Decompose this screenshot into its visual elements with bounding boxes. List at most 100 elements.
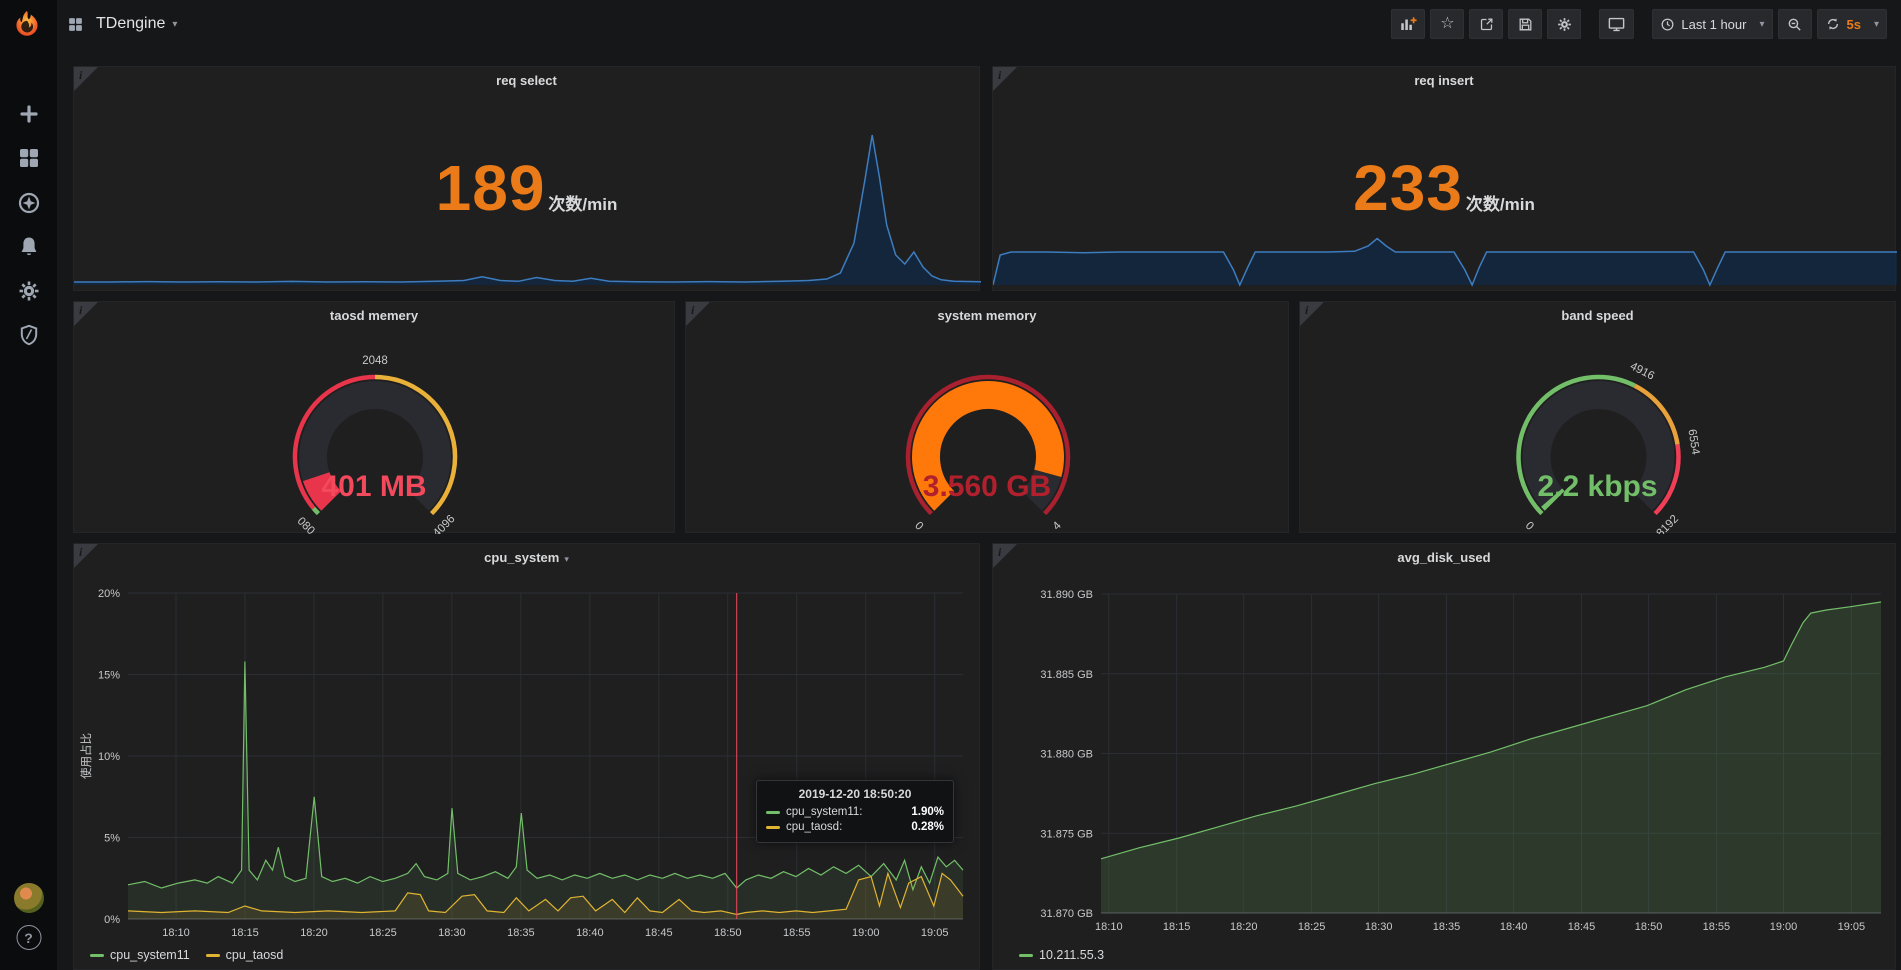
panel-title[interactable]: cpu_system ▾ — [484, 550, 569, 565]
graph-tooltip: 2019-12-20 18:50:20 cpu_system11: 1.90% … — [756, 780, 954, 843]
panel-info-icon[interactable]: i — [74, 67, 98, 91]
x-tick-label: 18:40 — [1500, 921, 1528, 933]
sidebar-admin-icon[interactable] — [17, 323, 41, 347]
save-dashboard-button[interactable] — [1508, 9, 1543, 39]
x-tick-label: 18:50 — [1635, 921, 1663, 933]
gauge-threshold-arc — [1633, 383, 1680, 445]
panel-req-select: i req select 189 次数/min — [73, 66, 981, 291]
panel-title[interactable]: avg_disk_used — [1397, 550, 1491, 565]
refresh-picker[interactable]: 5s ▾ — [1816, 9, 1887, 39]
y-tick-label: 31.890 GB — [1040, 589, 1093, 601]
series-line — [127, 661, 964, 892]
y-tick-label: 31.875 GB — [1040, 828, 1093, 840]
y-tick-label: 15% — [98, 670, 120, 682]
series-line — [127, 871, 964, 916]
panel-req-insert: i req insert 233 次数/min — [992, 66, 1897, 291]
panel-title[interactable]: taosd memery — [329, 308, 419, 323]
y-tick-label: 0% — [104, 914, 120, 926]
y-axis-label: 使用占比 — [79, 733, 93, 779]
x-tick-label: 18:35 — [507, 927, 535, 939]
x-tick-label: 18:10 — [162, 927, 190, 939]
star-dashboard-button[interactable]: ☆ — [1430, 9, 1465, 39]
gauge-tick-label: 0 — [912, 520, 925, 533]
user-avatar[interactable] — [13, 883, 44, 913]
panel-title[interactable]: req select — [496, 73, 557, 88]
graph-legend: cpu_system11 cpu_taosd — [90, 948, 283, 962]
panel-menu-caret-icon: ▾ — [564, 554, 569, 564]
x-tick-label: 18:45 — [1568, 921, 1596, 933]
gauge-tick-label: 4 — [1051, 519, 1064, 532]
legend-item[interactable]: cpu_taosd — [205, 948, 283, 962]
share-dashboard-button[interactable] — [1469, 9, 1504, 39]
gauge-threshold-arc — [1516, 374, 1636, 516]
spark-line — [993, 237, 1897, 287]
band-speed-gauge: 0 4916 6554 8192 — [1516, 360, 1701, 534]
tooltip-timestamp: 2019-12-20 18:50:20 — [798, 787, 912, 801]
gauge-value-arc — [302, 471, 342, 511]
avg-disk-used-chart[interactable]: 31.870 GB 31.875 GB 31.880 GB 31.885 GB 31.8… — [993, 544, 1897, 970]
panel-info-icon[interactable]: i — [1300, 302, 1324, 326]
cpu-system-chart[interactable]: 0% 5% 10% 15% 20% 18:10 18:15 18:20 18:25 18:30 18… — [74, 544, 981, 970]
panel-info-icon[interactable]: i — [74, 302, 98, 326]
series-line — [1100, 601, 1882, 860]
gauge-threshold-arc — [292, 374, 376, 510]
y-tick-label: 20% — [98, 588, 120, 600]
dashboard-settings-button[interactable] — [1547, 9, 1582, 39]
panel-title[interactable]: band speed — [1561, 308, 1634, 323]
x-tick-label: 18:35 — [1433, 921, 1461, 933]
req-select-sparkline — [74, 134, 981, 285]
gauge-value: 3.560 GB — [922, 470, 1052, 503]
legend-item[interactable]: cpu_system11 — [90, 948, 190, 962]
gauge-track — [1522, 381, 1675, 511]
panel-info-icon[interactable]: i — [74, 544, 98, 568]
panel-info-icon[interactable]: i — [993, 544, 1017, 568]
y-tick-label: 31.870 GB — [1040, 908, 1093, 920]
y-tick-label: 5% — [104, 833, 120, 845]
refresh-interval-label: 5s — [1846, 16, 1861, 32]
time-range-picker[interactable]: Last 1 hour ▾ — [1652, 9, 1773, 39]
gauge-value: 401 MB — [321, 470, 427, 503]
dashboard-title-caret-icon[interactable]: ▾ — [172, 18, 178, 30]
add-panel-button[interactable] — [1391, 9, 1426, 39]
sidebar-alerting-icon[interactable] — [17, 235, 41, 259]
series-color-icon — [766, 810, 780, 814]
gauge-tick-label: 8192 — [1655, 513, 1682, 534]
refresh-caret-icon: ▾ — [1873, 18, 1879, 30]
star-icon: ☆ — [1440, 15, 1455, 32]
series-fill — [128, 661, 963, 919]
panel-title[interactable]: system memory — [937, 308, 1037, 323]
gauge-tick-label: 0 — [1523, 520, 1536, 533]
x-tick-label: 18:20 — [1230, 921, 1258, 933]
tooltip-row: cpu_system11: 1.90% — [766, 806, 944, 818]
gauge-threshold-arc — [374, 374, 458, 516]
legend-item[interactable]: 10.211.55.3 — [1019, 948, 1104, 962]
dashboard-title[interactable]: TDengine — [96, 15, 166, 32]
gauge-threshold-arc — [311, 506, 321, 516]
time-range-caret-icon: ▾ — [1759, 18, 1765, 30]
cycle-view-mode-button[interactable] — [1599, 9, 1635, 39]
sidebar-configuration-icon[interactable] — [17, 279, 41, 303]
panel-info-icon[interactable]: i — [686, 302, 710, 326]
zoom-out-time-button[interactable] — [1777, 9, 1812, 39]
x-tick-label: 18:45 — [645, 927, 673, 939]
gauge-value-arc — [1541, 488, 1565, 511]
panel-title[interactable]: req insert — [1414, 73, 1474, 88]
x-tick-label: 18:15 — [231, 927, 259, 939]
refresh-icon — [1827, 18, 1838, 30]
apps-grid-icon[interactable] — [67, 16, 84, 33]
time-range-label: Last 1 hour — [1681, 16, 1747, 32]
series-fill — [128, 873, 963, 919]
series-color-icon — [1019, 953, 1033, 957]
grafana-logo[interactable] — [6, 4, 48, 46]
taosd-memory-gauge: 080 2048 4096 — [292, 355, 458, 534]
sidebar-create-icon[interactable] — [17, 102, 41, 126]
y-tick-label: 10% — [98, 751, 120, 763]
spark-fill — [993, 238, 1897, 285]
help-icon[interactable]: ? — [16, 925, 41, 950]
sidebar-explore-icon[interactable] — [17, 191, 41, 215]
sidebar-dashboards-icon[interactable] — [17, 146, 41, 170]
panel-system-memory: i system memory 0 4 3.560 GB — [685, 301, 1289, 533]
panel-band-speed: i band speed 0 4916 6554 8192 2.2 kbps — [1299, 301, 1896, 534]
panel-info-icon[interactable]: i — [993, 67, 1017, 91]
